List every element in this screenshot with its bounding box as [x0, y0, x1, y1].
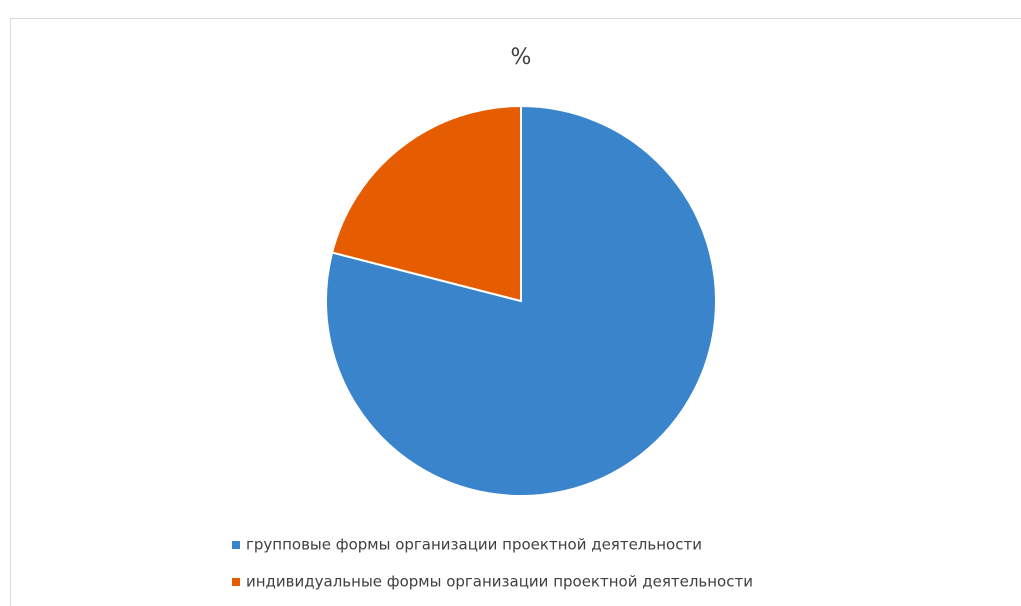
chart-title: % [511, 45, 532, 70]
pie-slice [330, 104, 522, 303]
legend-label: групповые формы организации проектной де… [246, 536, 702, 554]
legend-swatch [232, 578, 240, 586]
legend-swatch [232, 541, 240, 549]
legend-label: индивидуальные формы организации проектн… [246, 573, 753, 591]
